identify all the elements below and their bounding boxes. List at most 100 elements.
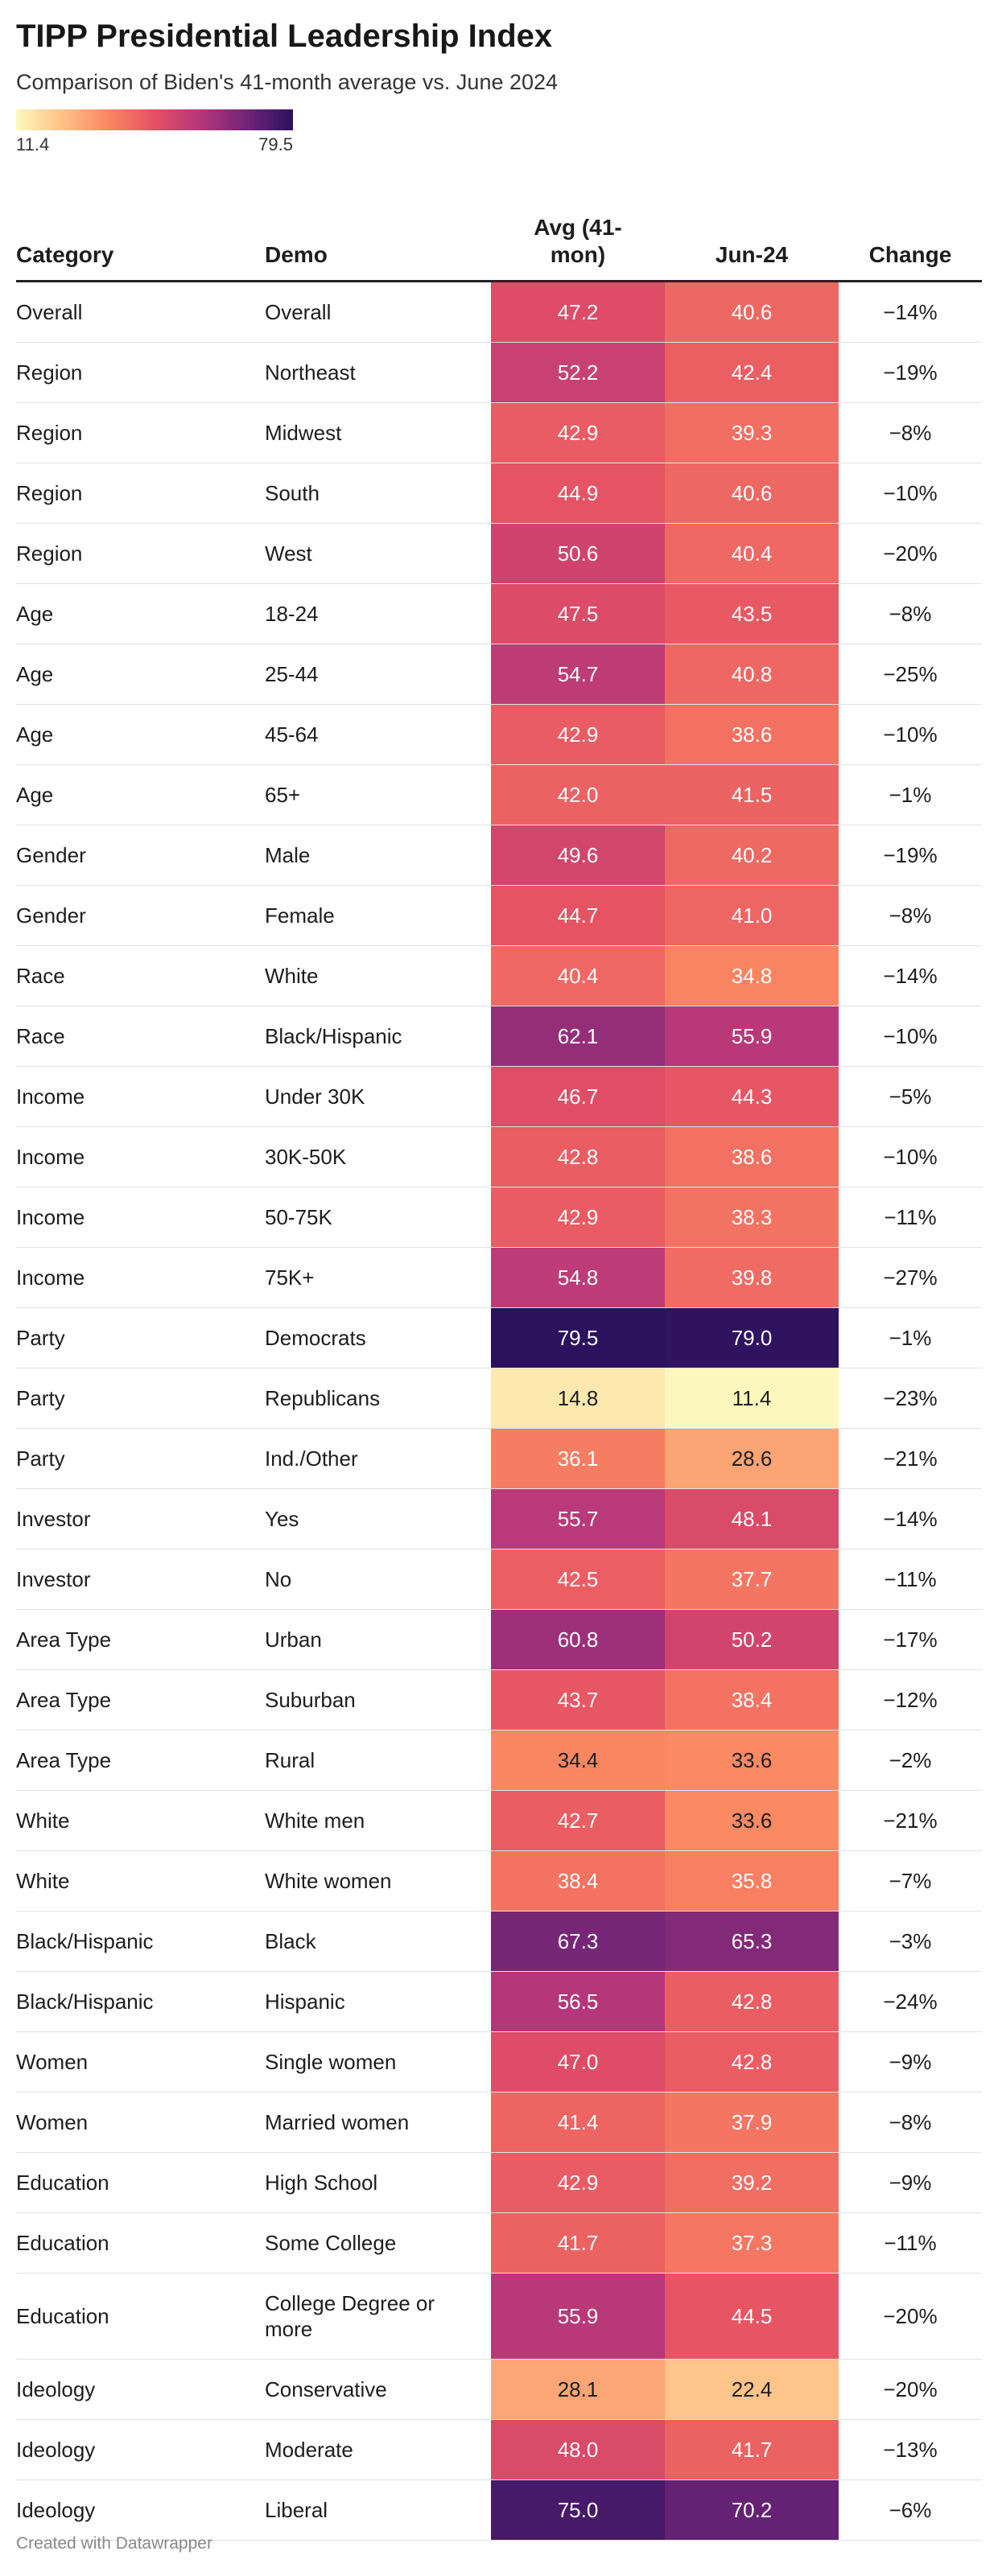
- category-cell: Education: [16, 2170, 109, 2195]
- table-row: Ideology Conservative 28.1 22.4 −20%: [16, 2360, 982, 2420]
- change-cell: −1%: [889, 1325, 932, 1350]
- demo-cell: Yes: [265, 1507, 299, 1531]
- demo-cell: Single women: [265, 2050, 397, 2074]
- avg-cell: 48.0: [491, 2420, 665, 2479]
- demo-cell: Married women: [265, 2110, 410, 2134]
- table-row: Area Type Urban 60.8 50.2 −17%: [16, 1610, 982, 1670]
- avg-cell: 44.7: [491, 886, 665, 945]
- avg-cell: 67.3: [491, 1911, 665, 1971]
- avg-cell: 47.5: [491, 584, 665, 644]
- category-cell: Education: [16, 2303, 109, 2328]
- jun-cell: 38.6: [665, 705, 839, 764]
- change-cell: −23%: [883, 1385, 938, 1410]
- change-cell: −11%: [884, 2230, 937, 2255]
- change-cell: −12%: [883, 1687, 938, 1712]
- demo-cell: Some College: [265, 2231, 397, 2255]
- table-row: Ideology Liberal 75.0 70.2 −6%: [16, 2480, 982, 2541]
- jun-cell: 37.3: [665, 2213, 839, 2273]
- category-cell: Region: [16, 541, 83, 566]
- jun-cell: 70.2: [665, 2480, 839, 2540]
- demo-cell: White: [265, 964, 319, 988]
- table-row: Black/Hispanic Black 67.3 65.3 −3%: [16, 1911, 982, 1972]
- jun-cell: 11.4: [665, 1368, 839, 1428]
- table-row: Age 25-44 54.7 40.8 −25%: [16, 644, 982, 705]
- avg-cell: 50.6: [491, 524, 665, 583]
- category-cell: Area Type: [16, 1687, 112, 1712]
- change-cell: −24%: [883, 1989, 938, 2014]
- jun-cell: 41.5: [665, 765, 839, 825]
- legend-gradient-bar: [16, 109, 293, 130]
- avg-cell: 47.2: [491, 282, 665, 342]
- category-cell: Region: [16, 480, 83, 505]
- demo-cell: No: [265, 1567, 292, 1591]
- table-row: Area Type Rural 34.4 33.6 −2%: [16, 1730, 982, 1791]
- change-cell: −10%: [883, 480, 938, 505]
- category-cell: Ideology: [16, 2437, 96, 2462]
- table-row: Women Single women 47.0 42.8 −9%: [16, 2032, 982, 2092]
- demo-cell: Under 30K: [265, 1084, 365, 1109]
- category-cell: Income: [16, 1204, 85, 1229]
- table-row: Black/Hispanic Hispanic 56.5 42.8 −24%: [16, 1972, 982, 2032]
- avg-cell: 42.9: [491, 705, 665, 764]
- demo-cell: Northeast: [265, 360, 356, 385]
- category-cell: White: [16, 1868, 70, 1893]
- change-cell: −7%: [889, 1868, 932, 1893]
- table-row: Party Republicans 14.8 11.4 −23%: [16, 1368, 982, 1429]
- jun-cell: 40.8: [665, 644, 839, 704]
- avg-cell: 42.5: [491, 1549, 665, 1609]
- change-cell: −10%: [883, 1144, 938, 1169]
- table-row: Education College Degree or more 55.9 44.5 −…: [16, 2274, 982, 2360]
- avg-cell: 55.9: [491, 2274, 665, 2359]
- change-cell: −11%: [884, 1566, 937, 1591]
- demo-cell: High School: [265, 2171, 378, 2195]
- avg-cell: 49.6: [491, 825, 665, 885]
- avg-cell: 34.4: [491, 1730, 665, 1790]
- jun-cell: 37.7: [665, 1549, 839, 1609]
- avg-cell: 47.0: [491, 2032, 665, 2092]
- category-cell: Party: [16, 1325, 65, 1350]
- demo-cell: Black: [265, 1929, 316, 1953]
- table-row: Age 65+ 42.0 41.5 −1%: [16, 765, 982, 825]
- demo-cell: Female: [265, 903, 335, 928]
- change-cell: −2%: [889, 1747, 932, 1772]
- change-cell: −25%: [883, 661, 938, 686]
- table-row: Race White 40.4 34.8 −14%: [16, 946, 982, 1006]
- avg-cell: 42.7: [491, 1791, 665, 1850]
- category-cell: Women: [16, 2049, 89, 2074]
- avg-cell: 46.7: [491, 1067, 665, 1126]
- category-cell: Income: [16, 1265, 85, 1290]
- avg-cell: 14.8: [491, 1368, 665, 1428]
- change-cell: −10%: [883, 722, 938, 747]
- change-cell: −20%: [883, 2303, 938, 2328]
- jun-cell: 22.4: [665, 2360, 839, 2419]
- category-cell: Age: [16, 661, 54, 686]
- jun-cell: 41.0: [665, 886, 839, 945]
- table-row: Income 75K+ 54.8 39.8 −27%: [16, 1248, 982, 1308]
- jun-cell: 38.6: [665, 1127, 839, 1187]
- change-cell: −5%: [889, 1084, 932, 1109]
- category-cell: Age: [16, 601, 54, 626]
- demo-cell: 25-44: [265, 662, 319, 686]
- jun-cell: 33.6: [665, 1791, 839, 1850]
- category-cell: Age: [16, 782, 54, 807]
- table-row: Overall Overall 47.2 40.6 −14%: [16, 282, 982, 343]
- change-cell: −27%: [883, 1265, 938, 1290]
- demo-cell: 18-24: [265, 602, 319, 626]
- legend-min-label: 11.4: [16, 134, 50, 154]
- category-cell: Age: [16, 722, 54, 747]
- change-cell: −11%: [884, 1204, 937, 1229]
- demo-cell: Midwest: [265, 421, 342, 445]
- change-cell: −8%: [889, 601, 932, 626]
- jun-cell: 28.6: [665, 1429, 839, 1488]
- header-change: Change: [868, 242, 952, 267]
- jun-cell: 43.5: [665, 584, 839, 644]
- avg-cell: 62.1: [491, 1006, 665, 1066]
- avg-cell: 40.4: [491, 946, 665, 1006]
- change-cell: −20%: [883, 2376, 938, 2401]
- jun-cell: 44.5: [665, 2274, 839, 2359]
- category-cell: Ideology: [16, 2376, 96, 2401]
- table-row: Gender Female 44.7 41.0 −8%: [16, 886, 982, 946]
- header-avg: Avg (41- mon): [534, 215, 622, 267]
- footer-credit: Created with Datawrapper: [16, 2534, 212, 2553]
- change-cell: −17%: [883, 1627, 938, 1652]
